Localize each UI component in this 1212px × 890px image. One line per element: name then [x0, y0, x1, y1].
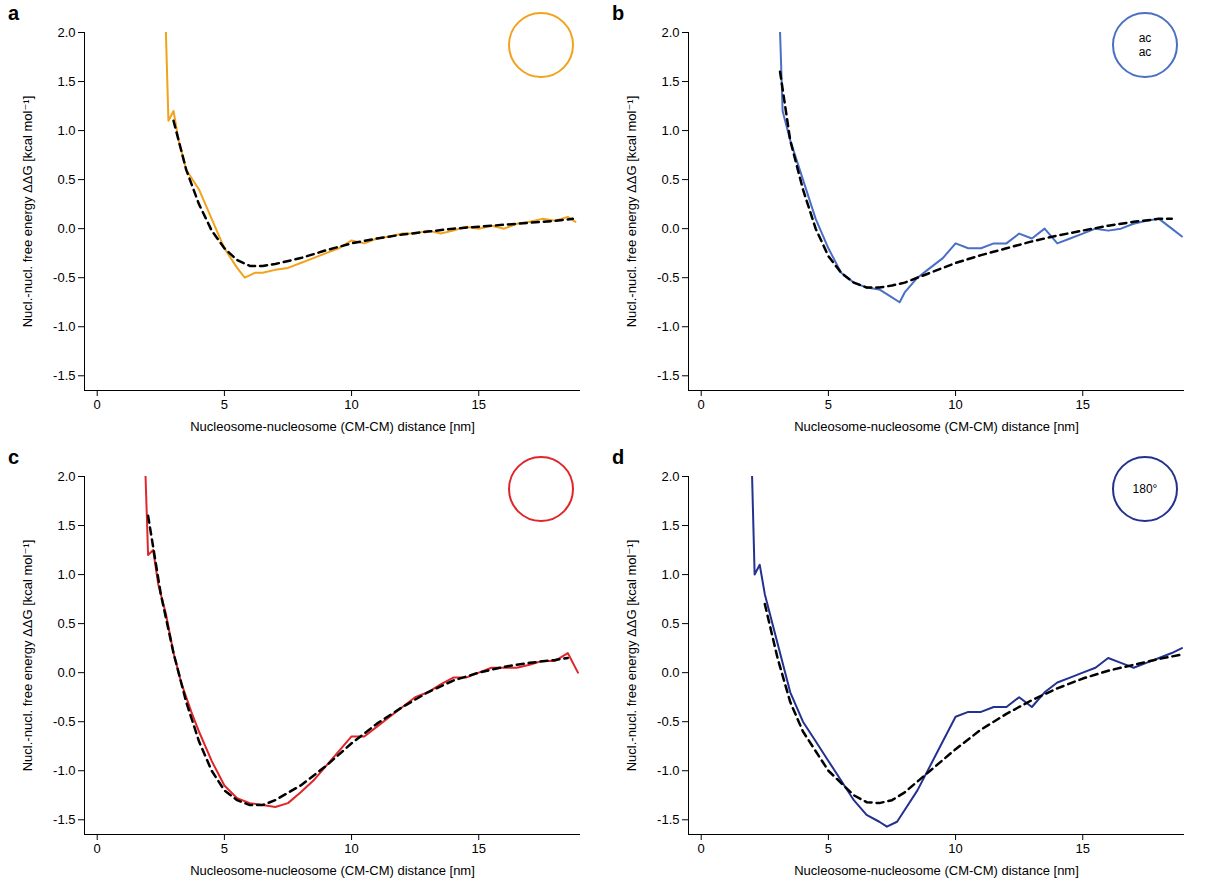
svg-text:0.0: 0.0 — [661, 665, 679, 680]
svg-text:-0.5: -0.5 — [657, 270, 679, 285]
svg-text:1.5: 1.5 — [661, 518, 679, 533]
svg-text:5: 5 — [825, 397, 832, 412]
html-text:b: b — [612, 2, 625, 24]
svg-text:1.5: 1.5 — [661, 74, 679, 89]
svg-text:Nucl.-nucl. free energy ΔΔG [k: Nucl.-nucl. free energy ΔΔG [kcal mol⁻¹] — [624, 96, 639, 328]
svg-text:0.5: 0.5 — [57, 172, 75, 187]
svg-text:-0.5: -0.5 — [657, 714, 679, 729]
svg-text:0.0: 0.0 — [57, 221, 75, 236]
svg-text:Nucl.-nucl. free energy ΔΔG [k: Nucl.-nucl. free energy ΔΔG [kcal mol⁻¹] — [20, 540, 35, 772]
svg-text:0: 0 — [94, 397, 101, 412]
svg-text:2.0: 2.0 — [661, 25, 679, 40]
svg-text:10: 10 — [344, 841, 358, 856]
svg-text:0.0: 0.0 — [57, 665, 75, 680]
svg-text:1.5: 1.5 — [57, 518, 75, 533]
svg-text:5: 5 — [221, 397, 228, 412]
svg-text:15: 15 — [472, 841, 486, 856]
svg-text:0.5: 0.5 — [661, 616, 679, 631]
html-text:d: d — [612, 446, 625, 468]
svg-text:Nucleosome-nucleosome (CM-CM): Nucleosome-nucleosome (CM-CM) distance [… — [190, 419, 475, 434]
svg-text:-1.0: -1.0 — [53, 763, 75, 778]
svg-text:-1.5: -1.5 — [53, 812, 75, 827]
svg-text:2.0: 2.0 — [661, 469, 679, 484]
svg-text:-1.0: -1.0 — [657, 319, 679, 334]
svg-text:2.0: 2.0 — [57, 25, 75, 40]
svg-text:-1.5: -1.5 — [657, 368, 679, 383]
svg-text:0: 0 — [698, 397, 705, 412]
svg-text:1.0: 1.0 — [57, 567, 75, 582]
svg-text:0: 0 — [94, 841, 101, 856]
html-text:a: a — [8, 2, 20, 24]
svg-text:-1.5: -1.5 — [53, 368, 75, 383]
svg-text:1.5: 1.5 — [57, 74, 75, 89]
svg-text:Nucleosome-nucleosome (CM-CM): Nucleosome-nucleosome (CM-CM) distance [… — [794, 419, 1079, 434]
svg-text:Nucleosome-nucleosome (CM-CM): Nucleosome-nucleosome (CM-CM) distance [… — [794, 863, 1079, 878]
svg-text:Nucl.-nucl. free energy ΔΔG [k: Nucl.-nucl. free energy ΔΔG [kcal mol⁻¹] — [20, 96, 35, 328]
svg-text:0: 0 — [698, 841, 705, 856]
svg-text:-0.5: -0.5 — [53, 714, 75, 729]
html-text:c: c — [8, 446, 20, 468]
svg-text:10: 10 — [344, 397, 358, 412]
svg-text:0.5: 0.5 — [57, 616, 75, 631]
svg-text:5: 5 — [221, 841, 228, 856]
svg-text:15: 15 — [472, 397, 486, 412]
svg-text:Nucl.-nucl. free energy ΔΔG [k: Nucl.-nucl. free energy ΔΔG [kcal mol⁻¹] — [624, 540, 639, 772]
svg-text:15: 15 — [1076, 397, 1090, 412]
svg-text:5: 5 — [825, 841, 832, 856]
svg-text:-1.0: -1.0 — [53, 319, 75, 334]
html-text:ac: ac — [1138, 45, 1152, 59]
svg-text:2.0: 2.0 — [57, 469, 75, 484]
svg-text:10: 10 — [948, 841, 962, 856]
svg-text:0.0: 0.0 — [661, 221, 679, 236]
svg-text:10: 10 — [948, 397, 962, 412]
svg-text:-0.5: -0.5 — [53, 270, 75, 285]
svg-text:15: 15 — [1076, 841, 1090, 856]
svg-text:1.0: 1.0 — [57, 123, 75, 138]
svg-text:-1.0: -1.0 — [657, 763, 679, 778]
html-text:180°: 180° — [1132, 482, 1158, 496]
svg-text:-1.5: -1.5 — [657, 812, 679, 827]
svg-text:0.5: 0.5 — [661, 172, 679, 187]
svg-text:Nucleosome-nucleosome (CM-CM): Nucleosome-nucleosome (CM-CM) distance [… — [190, 863, 475, 878]
svg-text:1.0: 1.0 — [661, 123, 679, 138]
html-text:ac: ac — [1138, 31, 1152, 45]
svg-text:1.0: 1.0 — [661, 567, 679, 582]
